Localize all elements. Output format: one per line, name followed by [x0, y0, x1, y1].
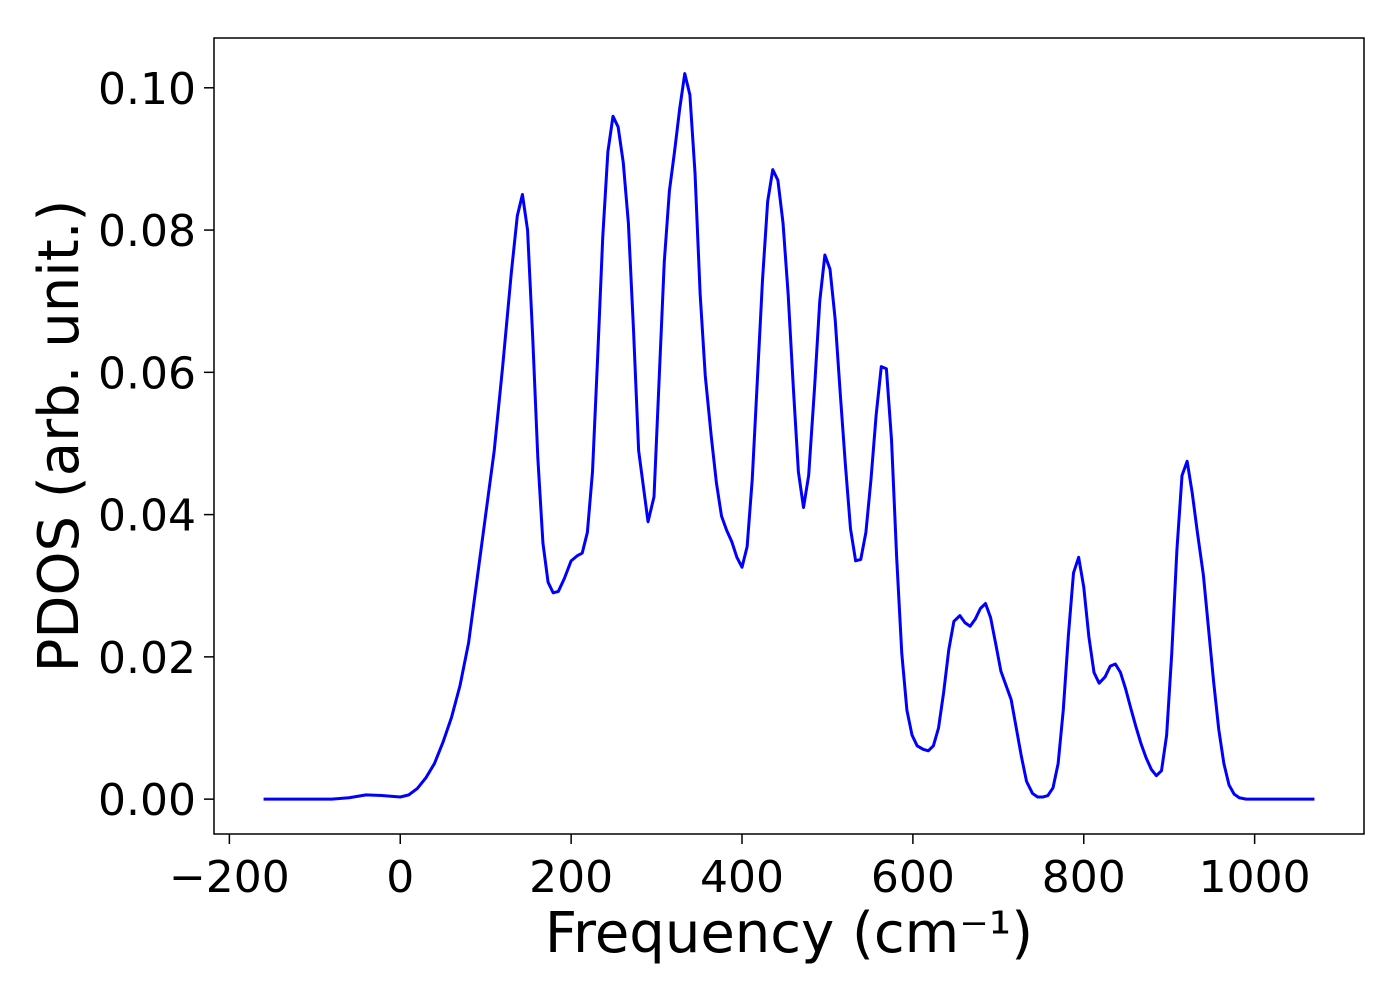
y-tick-label: 0.02 — [98, 633, 196, 684]
x-axis-label: Frequency (cm⁻¹) — [545, 901, 1033, 966]
x-tick-label: 0 — [386, 852, 414, 903]
plot-frame — [213, 37, 1365, 835]
x-tick-label: 800 — [1042, 852, 1126, 903]
x-tick-label: 400 — [700, 852, 784, 903]
y-axis-label: PDOS (arb. unit.) — [27, 200, 92, 673]
y-tick-label: 0.08 — [98, 206, 196, 257]
y-tick-label: 0.04 — [98, 491, 196, 542]
line — [263, 72, 1315, 801]
x-tick-label: 200 — [529, 852, 613, 903]
y-tick-label: 0.10 — [98, 64, 196, 115]
x-tick-label: 1000 — [1199, 852, 1311, 903]
y-tick-label: 0.00 — [98, 775, 196, 826]
x-tick-label: 600 — [871, 852, 955, 903]
y-tick-label: 0.06 — [98, 348, 196, 399]
x-tick-label: −200 — [169, 852, 290, 903]
